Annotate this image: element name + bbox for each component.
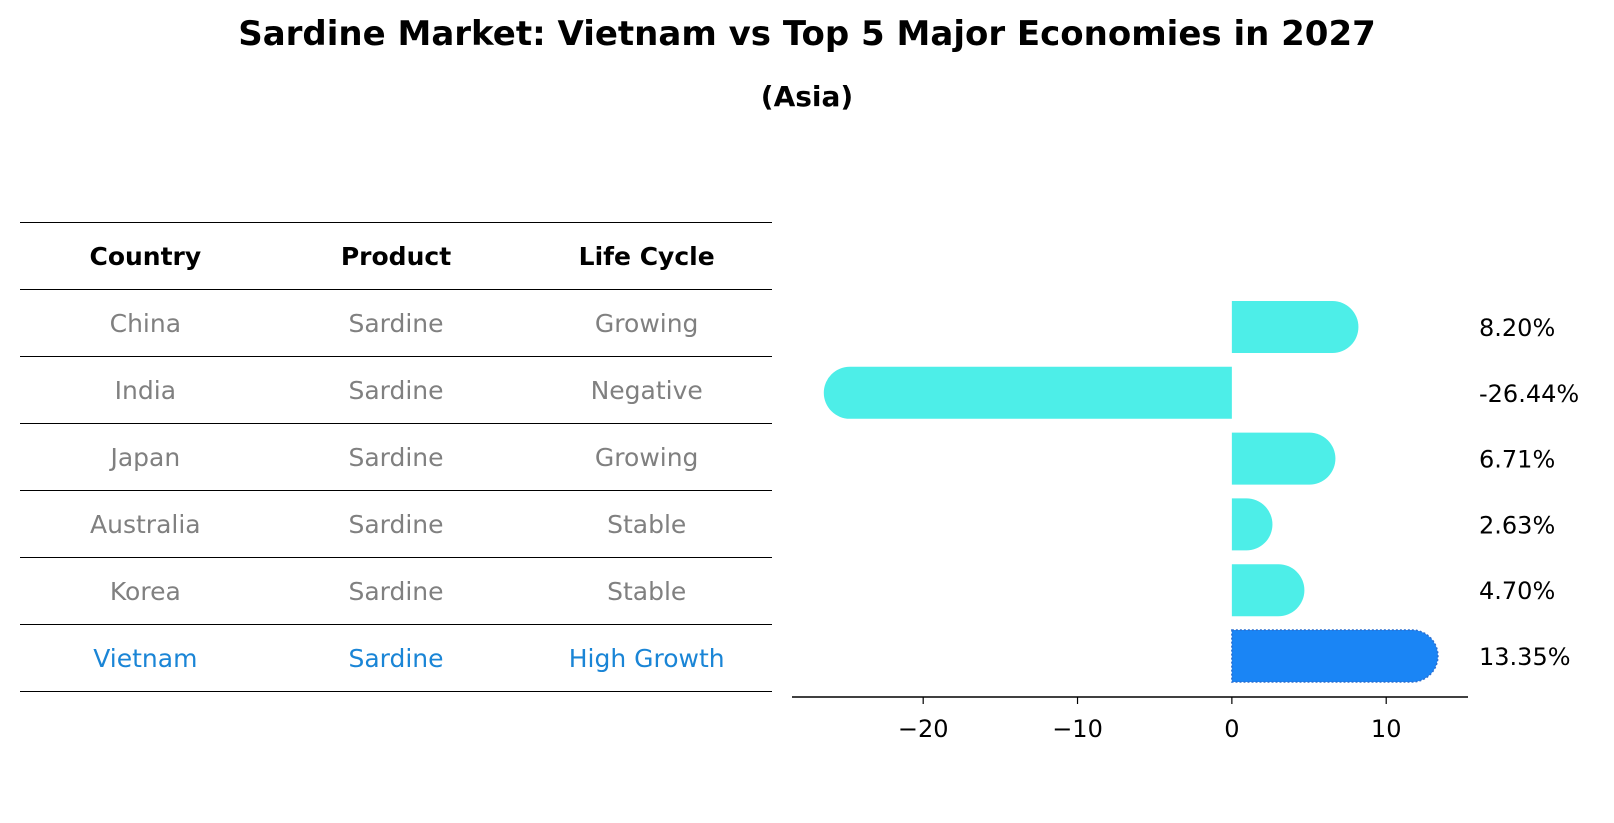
- table-row: Japan Sardine Growing: [20, 423, 772, 490]
- table-cell-country: China: [109, 308, 182, 338]
- table-cell-product: Sardine: [348, 442, 444, 472]
- table-cell-country: Korea: [109, 576, 181, 606]
- table-cell-country: Vietnam: [93, 643, 198, 673]
- bar: [823, 366, 1232, 419]
- x-tick-label: 0: [1224, 715, 1239, 743]
- table-cell-product: Sardine: [348, 643, 444, 673]
- table-cell-product: Sardine: [348, 308, 444, 338]
- table-cell-life-cycle: Growing: [594, 308, 699, 338]
- table-cell-country: India: [114, 375, 177, 405]
- table-cell-life-cycle: High Growth: [568, 643, 725, 673]
- bar: [1231, 498, 1273, 551]
- life-cycle-table: Country Product Life Cycle China Sardine…: [20, 222, 772, 692]
- column-header-product: Product: [340, 241, 452, 271]
- bar: [1231, 564, 1305, 617]
- table-row: China Sardine Growing: [20, 289, 772, 356]
- bar-value-label: 2.63%: [1479, 511, 1555, 539]
- table-header-row: Country Product Life Cycle: [20, 222, 772, 289]
- x-tick-label: −20: [898, 715, 949, 743]
- table-cell-life-cycle: Growing: [594, 442, 699, 472]
- x-tick-label: 10: [1371, 715, 1402, 743]
- bar: [1231, 301, 1359, 353]
- table-row: Australia Sardine Stable: [20, 490, 772, 557]
- x-tick-label: −10: [1052, 715, 1103, 743]
- table-row: India Sardine Negative: [20, 356, 772, 423]
- bar-value-label: -26.44%: [1479, 380, 1579, 408]
- table-cell-life-cycle: Stable: [607, 509, 687, 539]
- table-cell-country: Australia: [90, 509, 201, 539]
- table-row-highlighted: Vietnam Sardine High Growth: [20, 624, 772, 692]
- bar-highlighted: [1231, 629, 1439, 683]
- table-cell-life-cycle: Negative: [590, 375, 703, 405]
- bar-value-label: 8.20%: [1479, 314, 1555, 342]
- column-header-country: Country: [89, 241, 202, 271]
- chart-title: Sardine Market: Vietnam vs Top 5 Major E…: [238, 14, 1376, 54]
- bar-value-label: 6.71%: [1479, 446, 1555, 474]
- bar-value-label: 13.35%: [1479, 643, 1571, 671]
- table-row: Korea Sardine Stable: [20, 557, 772, 624]
- bar: [1231, 432, 1336, 485]
- table-cell-life-cycle: Stable: [607, 576, 687, 606]
- table-cell-product: Sardine: [348, 509, 444, 539]
- bar-value-label: 4.70%: [1479, 577, 1555, 605]
- table-cell-product: Sardine: [348, 375, 444, 405]
- chart-subtitle: (Asia): [760, 80, 854, 113]
- table-cell-product: Sardine: [348, 576, 444, 606]
- column-header-life-cycle: Life Cycle: [578, 241, 715, 271]
- table-cell-country: Japan: [110, 442, 181, 472]
